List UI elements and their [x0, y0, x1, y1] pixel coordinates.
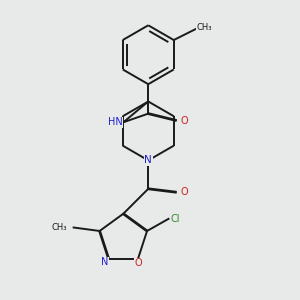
Text: Cl: Cl: [171, 214, 180, 224]
Text: N: N: [144, 155, 152, 165]
Text: O: O: [134, 258, 142, 268]
Text: CH₃: CH₃: [196, 23, 212, 32]
Text: HN: HN: [108, 117, 123, 127]
Text: N: N: [101, 257, 108, 267]
Text: O: O: [181, 187, 188, 197]
Text: CH₃: CH₃: [52, 223, 68, 232]
Text: O: O: [181, 116, 188, 126]
